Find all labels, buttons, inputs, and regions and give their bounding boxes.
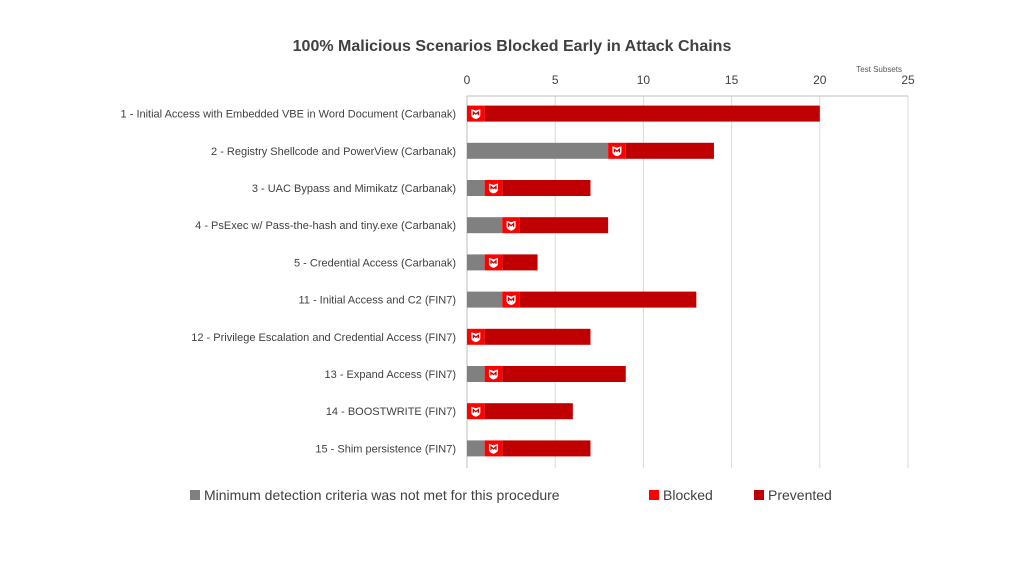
- mcafee-shield-icon: [488, 443, 498, 454]
- category-label: 1 - Initial Access with Embedded VBE in …: [121, 109, 456, 121]
- category-label: 4 - PsExec w/ Pass-the-hash and tiny.exe…: [195, 220, 456, 232]
- mcafee-shield-icon: [471, 109, 481, 120]
- bar-prevented: [519, 291, 697, 308]
- mcafee-shield-icon: [488, 183, 498, 194]
- bar-prevented: [502, 440, 591, 457]
- mcafee-shield-icon: [612, 146, 622, 157]
- category-label: 3 - UAC Bypass and Mimikatz (Carbanak): [252, 183, 456, 195]
- bar-prevented: [502, 366, 626, 382]
- bar-prevented: [625, 142, 714, 159]
- x-tick-label: 25: [901, 73, 915, 87]
- mcafee-shield-icon: [488, 369, 498, 380]
- legend-label: Blocked: [663, 487, 713, 503]
- x-tick-label: 15: [725, 73, 739, 87]
- bar-prevented: [502, 254, 538, 271]
- mcafee-shield-icon: [471, 332, 481, 343]
- bar-minimum-detection-criteria-was-not-met-for-this-procedure: [467, 217, 503, 234]
- x-axis-title: Test Subsets: [856, 65, 902, 74]
- category-label: 14 - BOOSTWRITE (FIN7): [326, 406, 456, 418]
- chart-title: 100% Malicious Scenarios Blocked Early i…: [292, 38, 732, 55]
- bar-minimum-detection-criteria-was-not-met-for-this-procedure: [467, 180, 485, 196]
- legend-swatch: [649, 490, 659, 500]
- category-label: 5 - Credential Access (Carbanak): [294, 257, 456, 269]
- bar-prevented: [484, 105, 820, 122]
- x-tick-label: 10: [637, 73, 651, 87]
- x-tick-label: 5: [552, 73, 559, 87]
- bar-prevented: [502, 180, 591, 196]
- bar-minimum-detection-criteria-was-not-met-for-this-procedure: [467, 142, 609, 159]
- legend-swatch: [754, 490, 764, 500]
- category-label: 11 - Initial Access and C2 (FIN7): [298, 295, 456, 307]
- category-label: 2 - Registry Shellcode and PowerView (Ca…: [211, 146, 456, 158]
- category-label: 12 - Privilege Escalation and Credential…: [191, 332, 456, 344]
- bar-minimum-detection-criteria-was-not-met-for-this-procedure: [467, 440, 485, 457]
- bar-minimum-detection-criteria-was-not-met-for-this-procedure: [467, 291, 503, 308]
- bar-prevented: [484, 328, 591, 345]
- mcafee-shield-icon: [506, 220, 516, 231]
- x-tick-label: 0: [464, 73, 471, 87]
- category-label: 15 - Shim persistence (FIN7): [315, 443, 456, 455]
- mcafee-shield-icon: [471, 406, 481, 417]
- bar-prevented: [519, 217, 609, 234]
- mcafee-shield-icon: [488, 257, 498, 268]
- legend-swatch: [190, 490, 200, 500]
- x-tick-label: 20: [813, 73, 827, 87]
- bar-minimum-detection-criteria-was-not-met-for-this-procedure: [467, 254, 485, 271]
- legend-label: Prevented: [768, 487, 832, 503]
- mcafee-shield-icon: [506, 295, 516, 306]
- legend-label: Minimum detection criteria was not met f…: [204, 487, 560, 503]
- bar-prevented: [484, 403, 573, 420]
- category-label: 13 - Expand Access (FIN7): [325, 369, 456, 381]
- bar-minimum-detection-criteria-was-not-met-for-this-procedure: [467, 366, 485, 382]
